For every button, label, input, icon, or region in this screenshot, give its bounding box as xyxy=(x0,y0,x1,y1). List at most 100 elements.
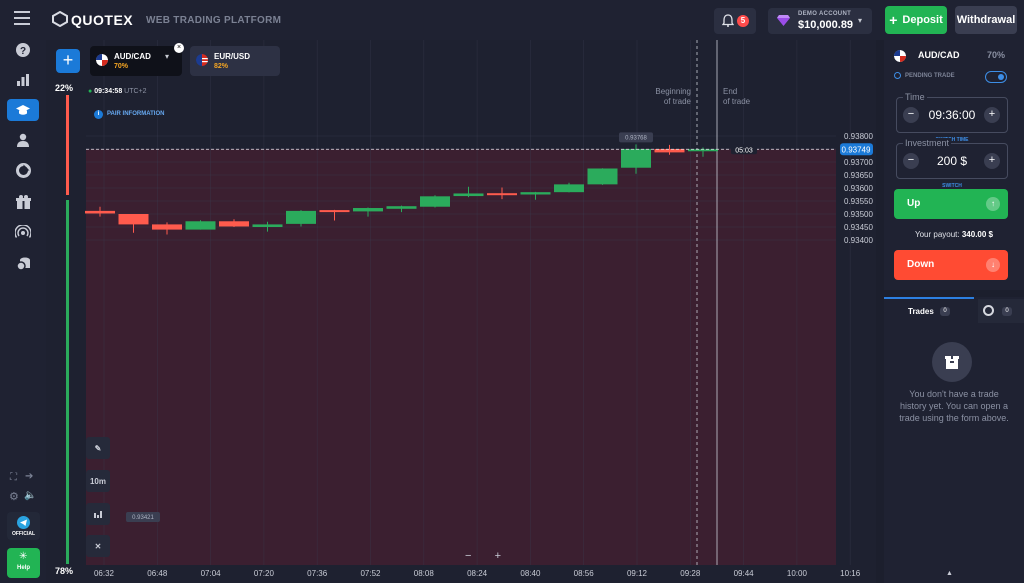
price-axis-label: 0.93500 xyxy=(844,210,873,219)
time-axis-label: 09:28 xyxy=(680,569,701,578)
time-axis-label: 06:32 xyxy=(94,569,115,578)
time-value[interactable]: 09:36:00 xyxy=(928,108,976,122)
time-axis-label: 07:36 xyxy=(307,569,328,578)
tournaments-icon[interactable] xyxy=(13,192,33,212)
investment-plus-button[interactable]: + xyxy=(984,153,1000,169)
chart-type-button[interactable] xyxy=(86,503,110,525)
time-axis-label: 08:40 xyxy=(520,569,541,578)
zoom-in-button[interactable]: + xyxy=(494,550,501,562)
candles-icon xyxy=(94,510,102,518)
panel-pair-payout: 70% xyxy=(987,50,1006,60)
telegram-icon xyxy=(17,516,30,529)
beginning-of-trade-label: of trade xyxy=(664,97,692,106)
price-axis-label: 0.93650 xyxy=(844,171,873,180)
draw-tool-button[interactable]: ✎ xyxy=(86,437,110,459)
chevron-up-icon[interactable]: ▲ xyxy=(946,570,953,577)
candle-body xyxy=(520,192,551,195)
pending-trade-text: PENDING TRADE xyxy=(905,72,955,79)
current-price-label: 0.93749 xyxy=(842,145,871,154)
pair-information-label: PAIR INFORMATION xyxy=(107,111,165,117)
brand-name: QUOTEX xyxy=(71,12,134,28)
time-minus-button[interactable]: − xyxy=(903,107,919,123)
zoom-out-button[interactable]: − xyxy=(465,550,472,562)
end-of-trade-label: End xyxy=(723,87,737,96)
trades-panel xyxy=(884,297,1024,583)
sentiment-bar-buy xyxy=(66,200,69,564)
asset-tab[interactable]: EUR/USD 82% xyxy=(190,46,280,76)
investment-minus-button[interactable]: − xyxy=(903,153,919,169)
tab-trades[interactable]: Trades 0 xyxy=(884,297,974,323)
account-switcher[interactable]: DEMO ACCOUNT $10,000.89 ▾ xyxy=(768,8,872,34)
investment-value[interactable]: 200 $ xyxy=(936,154,968,168)
candle-body xyxy=(85,210,115,214)
time-axis-label: 07:20 xyxy=(254,569,275,578)
arrow-right-icon[interactable]: ➔ xyxy=(25,471,34,482)
current-price-badge xyxy=(840,143,873,156)
time-axis-label: 09:44 xyxy=(734,569,755,578)
plus-icon: + xyxy=(889,12,898,28)
countdown-badge xyxy=(731,144,757,155)
market-icon[interactable] xyxy=(13,160,33,180)
empty-box-icon xyxy=(932,342,972,382)
up-label: Up xyxy=(907,198,921,209)
magic-wand-icon: ✕ xyxy=(94,541,102,551)
trading-icon[interactable] xyxy=(7,99,39,121)
info-icon: i xyxy=(94,109,103,119)
candle-body xyxy=(118,214,149,225)
fullscreen-icon[interactable]: ⛶ xyxy=(10,472,17,483)
trades-tab-label: Trades xyxy=(908,307,934,316)
chevron-down-icon: ▾ xyxy=(858,16,863,25)
help-button[interactable]: ✳ Help xyxy=(7,548,40,578)
close-tab-icon[interactable]: × xyxy=(174,43,184,53)
price-below-area xyxy=(86,149,836,565)
asset-tab-active[interactable]: AUD/CAD 70% ▾ × xyxy=(90,43,184,76)
time-plus-button[interactable]: + xyxy=(984,107,1000,123)
investment-field[interactable]: Investment − 200 $ + SWITCH xyxy=(896,138,1008,189)
add-chart-button[interactable]: + xyxy=(56,49,80,73)
switch-investment-link[interactable]: SWITCH xyxy=(939,183,965,189)
indicators-button[interactable]: ✕ xyxy=(86,535,110,557)
pending-trade-toggle[interactable] xyxy=(985,71,1007,83)
tab-history[interactable]: 0 xyxy=(978,299,1024,323)
diamond-icon xyxy=(777,15,790,26)
up-button[interactable]: Up ↑ xyxy=(894,189,1008,219)
withdrawal-button[interactable]: Withdrawal xyxy=(955,6,1017,34)
notifications-button[interactable]: 5 xyxy=(714,8,756,34)
signals-icon[interactable] xyxy=(13,222,33,242)
candle-body xyxy=(654,149,685,153)
down-button[interactable]: Down ↓ xyxy=(894,250,1008,280)
switch-time-link[interactable]: SWITCH TIME xyxy=(932,137,972,143)
price-chart[interactable]: 0.938000.937500.937000.936500.936000.935… xyxy=(46,40,876,583)
clock-timezone: UTC+2 xyxy=(124,88,147,95)
sidebar: ? ⛶ ➔ ⚙ 🔈 xyxy=(0,40,46,583)
settings-icon[interactable]: ⚙ xyxy=(9,491,19,503)
clock-dot-icon: ● xyxy=(88,88,93,95)
bell-icon xyxy=(722,14,734,27)
candle-body xyxy=(319,210,350,213)
low-price-badge xyxy=(126,512,160,522)
arrow-up-icon: ↑ xyxy=(986,197,1000,211)
timeframe-button[interactable]: 10m xyxy=(86,470,110,492)
deposit-label: Deposit xyxy=(902,14,943,26)
sound-icon[interactable]: 🔈 xyxy=(24,490,37,501)
high-price-label: 0.93768 xyxy=(625,135,647,141)
telegram-official-button[interactable]: OFFICIAL xyxy=(7,512,40,540)
pending-trade-label: PENDING TRADE xyxy=(894,72,955,79)
deposit-button[interactable]: + Deposit xyxy=(885,6,947,34)
sentiment-top-percent: 22% xyxy=(55,83,74,93)
panel-pair-name: AUD/CAD xyxy=(918,50,960,60)
top-up-icon[interactable] xyxy=(13,253,33,273)
help-circle-icon[interactable]: ? xyxy=(13,40,33,60)
menu-icon[interactable] xyxy=(14,11,30,25)
pair-information-button[interactable]: i PAIR INFORMATION xyxy=(88,106,170,122)
time-field[interactable]: Time − 09:36:00 + SWITCH TIME xyxy=(896,92,1008,143)
price-axis-label: 0.93450 xyxy=(844,223,873,232)
candle-body xyxy=(621,149,651,168)
brand-tagline: WEB TRADING PLATFORM xyxy=(146,15,282,26)
chevron-down-icon[interactable]: ▾ xyxy=(165,52,170,61)
candle-body xyxy=(487,193,517,196)
countdown-timer: 05:03 xyxy=(735,147,753,154)
analytics-icon[interactable] xyxy=(13,70,33,90)
candle-body xyxy=(688,149,718,152)
profile-icon[interactable] xyxy=(13,130,33,150)
